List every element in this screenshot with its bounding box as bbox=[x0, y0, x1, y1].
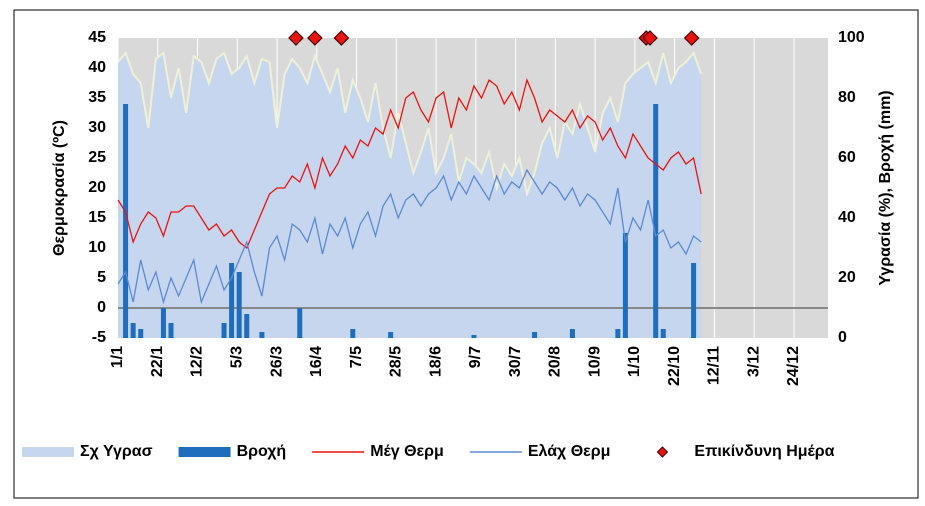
legend-swatch bbox=[22, 447, 74, 457]
y2-tick-label: 100 bbox=[838, 29, 865, 46]
rain-bar bbox=[471, 335, 477, 338]
y2-axis-title: Υγρασία (%), Βροχή (mm) bbox=[877, 90, 894, 285]
x-tick-label: 12/11 bbox=[706, 346, 723, 385]
x-tick-label: 28/5 bbox=[388, 346, 405, 377]
x-tick-label: 9/7 bbox=[467, 346, 484, 368]
temperature-line bbox=[117, 77, 702, 250]
legend-swatch bbox=[656, 446, 669, 458]
danger-marker bbox=[288, 30, 304, 46]
x-tick-label: 30/7 bbox=[507, 346, 524, 377]
x-tick-label: 20/8 bbox=[547, 346, 564, 377]
x-tick-label: 18/6 bbox=[427, 346, 444, 377]
danger-marker bbox=[642, 30, 658, 46]
x-tick-label: 3/12 bbox=[745, 346, 762, 377]
rain-bar bbox=[236, 272, 242, 338]
humidity-edge bbox=[117, 51, 703, 198]
rain-bar bbox=[569, 329, 575, 338]
rain-bar bbox=[123, 104, 129, 338]
y-tick-label: 20 bbox=[88, 179, 106, 196]
x-tick-label: 5/3 bbox=[228, 346, 245, 368]
rain-bar bbox=[229, 263, 235, 338]
x-tick-label: 12/2 bbox=[189, 346, 206, 377]
x-tick-label: 22/1 bbox=[149, 346, 166, 377]
rain-bar bbox=[388, 332, 394, 338]
rain-bar bbox=[138, 329, 144, 338]
danger-marker bbox=[683, 30, 700, 46]
y2-tick-label: 80 bbox=[838, 89, 856, 106]
rain-bar bbox=[691, 263, 697, 338]
danger-marker bbox=[333, 30, 350, 46]
y-tick-label: 25 bbox=[88, 149, 106, 166]
x-tick-label: 22/10 bbox=[666, 346, 683, 386]
legend-swatch bbox=[178, 447, 231, 457]
rain-bar bbox=[622, 233, 628, 338]
legend-label: Σχ Υγρασ bbox=[80, 443, 153, 460]
y-axis-title: Θερμοκρασία (ºC) bbox=[51, 120, 68, 256]
x-tick-label: 1/1 bbox=[109, 346, 126, 368]
y-tick-label: 15 bbox=[88, 209, 106, 226]
chart-frame bbox=[13, 9, 919, 499]
legend-label: Βροχή bbox=[237, 443, 287, 460]
y-tick-label: -5 bbox=[92, 329, 106, 346]
rain-bar bbox=[130, 323, 136, 338]
y-tick-label: 10 bbox=[88, 239, 106, 256]
x-tick-label: 10/9 bbox=[586, 346, 603, 377]
legend-label: Μέγ Θερμ bbox=[370, 443, 444, 460]
rain-bar bbox=[615, 329, 621, 338]
y2-tick-label: 60 bbox=[838, 149, 856, 166]
y-tick-label: 45 bbox=[88, 29, 106, 46]
rain-bar bbox=[653, 104, 659, 338]
temperature-line bbox=[117, 168, 702, 305]
x-tick-label: 1/10 bbox=[626, 346, 643, 377]
x-tick-label: 24/12 bbox=[785, 346, 802, 386]
danger-marker bbox=[307, 30, 323, 46]
rain-bar bbox=[160, 308, 166, 338]
y-tick-label: 40 bbox=[88, 59, 106, 76]
y-tick-label: 0 bbox=[97, 299, 106, 316]
y2-tick-label: 20 bbox=[838, 269, 856, 286]
rain-bar bbox=[660, 329, 666, 338]
y-tick-label: 5 bbox=[97, 269, 106, 286]
y-tick-label: 30 bbox=[88, 119, 106, 136]
rain-bar bbox=[297, 308, 303, 338]
rain-bar bbox=[221, 323, 227, 338]
humidity-area bbox=[118, 53, 702, 338]
rain-bar bbox=[168, 323, 174, 338]
legend-label: Επικίνδυνη Ημέρα bbox=[694, 443, 834, 460]
legend-label: Ελάχ Θερμ bbox=[528, 443, 611, 460]
rain-bar bbox=[244, 314, 250, 338]
x-tick-label: 16/4 bbox=[308, 346, 325, 377]
rain-bar bbox=[532, 332, 538, 338]
y2-tick-label: 40 bbox=[838, 209, 856, 226]
x-tick-label: 26/3 bbox=[268, 346, 285, 377]
y2-tick-label: 0 bbox=[838, 329, 847, 346]
rain-bar bbox=[350, 329, 356, 338]
y-tick-label: 35 bbox=[88, 89, 106, 106]
rain-bar bbox=[259, 332, 265, 338]
x-tick-label: 7/5 bbox=[348, 346, 365, 368]
